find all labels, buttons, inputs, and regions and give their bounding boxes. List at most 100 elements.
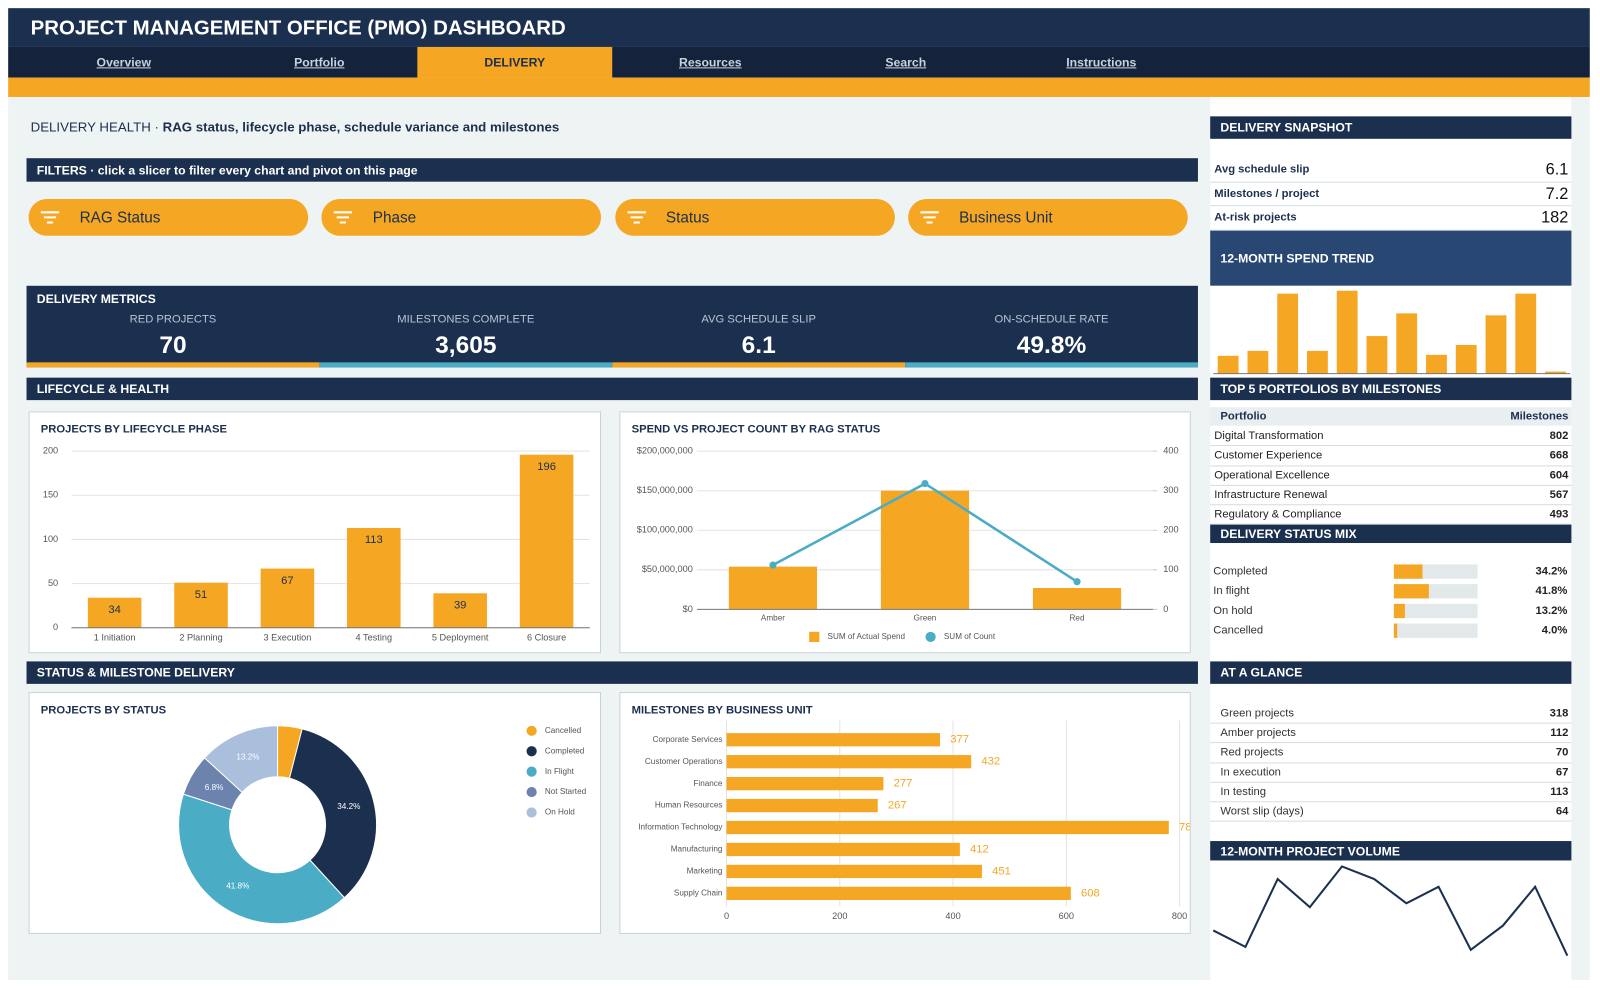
bar <box>880 490 970 610</box>
bar <box>726 755 972 769</box>
bar <box>1396 313 1418 374</box>
y-tick-label: $0 <box>683 604 693 614</box>
nav-tab[interactable]: Resources <box>678 55 742 70</box>
slicer-label: Business Unit <box>959 209 1053 227</box>
row-value: 668 <box>1549 449 1569 462</box>
bar <box>1426 354 1447 374</box>
row-label: Completed <box>1213 566 1267 578</box>
section-bar: STATUS & MILESTONE DELIVERY <box>26 661 1198 684</box>
row-label: In testing <box>1220 785 1266 798</box>
row-label: Red projects <box>1220 746 1284 759</box>
data-label: 608 <box>1081 887 1100 899</box>
data-label: 41.8% <box>226 882 249 891</box>
data-label: 34.2% <box>1536 566 1568 578</box>
metric-value: 6.1 <box>741 331 776 360</box>
row-value: 112 <box>1550 726 1569 740</box>
x-tick-label: Amber <box>761 614 785 623</box>
bar <box>1307 350 1328 374</box>
side-header: DELIVERY STATUS MIX <box>1210 524 1572 544</box>
intro-heading: DELIVERY HEALTH <box>30 119 151 135</box>
x-tick-label: 5 Deployment <box>432 632 489 642</box>
nav-tab[interactable]: Search <box>885 55 927 70</box>
slicer-label: Phase <box>372 209 417 227</box>
nav-tab[interactable]: Overview <box>96 55 152 70</box>
data-label: 51 <box>195 589 207 601</box>
row-value: 64 <box>1555 805 1569 818</box>
chart: Completed 34.2% In flight 41.8% On hold 13.2%… <box>1213 564 1568 638</box>
row-label: Regulatory & Compliance <box>1214 508 1342 521</box>
y2-tick-label: 300 <box>1163 485 1178 495</box>
metric-accent <box>905 362 1198 368</box>
row-value: 6.1 <box>1545 161 1569 179</box>
row-label: At-risk projects <box>1214 211 1297 224</box>
chart-title: SPEND VS PROJECT COUNT BY RAG STATUS <box>632 424 881 436</box>
nav-tab[interactable]: Instructions <box>1066 55 1137 70</box>
column-header: Portfolio <box>1220 410 1267 423</box>
chart <box>1212 865 1569 957</box>
y-tick-label: $100,000,000 <box>637 525 693 535</box>
accent-strip <box>8 77 1590 97</box>
filter-icon <box>920 211 939 224</box>
bar <box>1217 355 1239 374</box>
table-row: In testing 113 <box>1210 783 1572 803</box>
row-value: 70 <box>1555 746 1569 759</box>
row-label: In flight <box>1213 585 1250 597</box>
slicer[interactable]: Business Unit <box>908 199 1188 236</box>
table-row: Avg schedule slip 6.1 <box>1210 158 1572 183</box>
nav-tab[interactable]: DELIVERY <box>417 46 613 78</box>
separator: · <box>90 163 95 178</box>
row-label: Avg schedule slip <box>1214 163 1310 176</box>
row-label: On hold <box>1213 605 1252 617</box>
y-tick-label: Marketing <box>687 867 723 876</box>
header: PROJECT MANAGEMENT OFFICE (PMO) DASHBOAR… <box>8 8 1590 47</box>
row-value: 567 <box>1549 488 1569 502</box>
chart: PROJECTS BY LIFECYCLE PHASE 0 50 100 150 200 1… <box>41 424 590 642</box>
legend-marker <box>526 786 537 798</box>
y2-tick-label: 100 <box>1163 564 1178 574</box>
intro-subtitle: RAG status, lifecycle phase, schedule va… <box>162 119 560 135</box>
legend-marker <box>809 631 820 643</box>
data-label: 432 <box>981 756 1000 768</box>
table-row: Milestones / project 7.2 <box>1210 182 1572 207</box>
point <box>1073 578 1081 586</box>
y-tick-label: $200,000,000 <box>637 446 693 456</box>
filter-bar: FILTERS · click a slicer to filter every… <box>26 158 1198 182</box>
slicer[interactable]: Phase <box>321 199 602 236</box>
table-row: Digital Transformation 802 <box>1210 427 1572 447</box>
y-tick-label: Information Technology <box>638 823 723 832</box>
y-tick-label: Supply Chain <box>674 889 723 898</box>
chart-title: MILESTONES BY BUSINESS UNIT <box>632 704 813 716</box>
row-label: Infrastructure Renewal <box>1214 488 1328 502</box>
chart-panel <box>1210 285 1572 376</box>
bar <box>1277 293 1299 374</box>
chart-title: PROJECTS BY STATUS <box>41 704 167 716</box>
table-row: Red projects 70 <box>1210 743 1572 764</box>
slicer[interactable]: RAG Status <box>28 199 309 236</box>
intro: DELIVERY HEALTH · RAG status, lifecycle … <box>31 119 560 134</box>
metric: RED PROJECTS 70 <box>26 310 320 368</box>
row-label: Green projects <box>1220 707 1295 720</box>
metric-accent <box>26 362 320 368</box>
bar <box>1393 623 1398 638</box>
filter-title: FILTERS <box>36 163 87 178</box>
data-label: 6.8% <box>205 783 224 792</box>
data-label: 781 <box>1179 822 1191 834</box>
chart-panel <box>1210 862 1572 965</box>
metric-label: ON-SCHEDULE RATE <box>994 313 1109 326</box>
nav-tab[interactable]: Portfolio <box>294 55 345 70</box>
slicer[interactable]: Status <box>614 199 895 236</box>
series-line <box>1212 865 1569 957</box>
bar <box>726 864 982 879</box>
table-header: Portfolio Milestones <box>1210 407 1572 426</box>
metric-label: AVG SCHEDULE SLIP <box>701 313 816 326</box>
y-tick-label: 100 <box>43 534 58 544</box>
legend-label: Completed <box>545 746 585 755</box>
row-value: 802 <box>1549 429 1569 442</box>
row-value: 113 <box>1550 785 1569 798</box>
chart-panel: PROJECTS BY STATUS Cancelled 34.2% Complete… <box>28 692 602 934</box>
point <box>769 561 777 569</box>
legend-label: SUM of Count <box>944 632 996 641</box>
bar <box>1032 587 1122 610</box>
y-tick-label: Human Resources <box>655 801 723 810</box>
table-row: Regulatory & Compliance 493 <box>1210 505 1572 526</box>
